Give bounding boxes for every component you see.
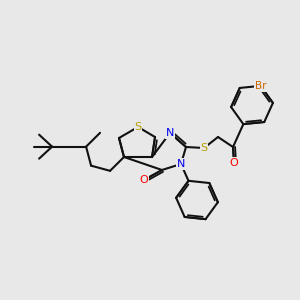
Text: O: O	[230, 158, 238, 168]
Text: Br: Br	[255, 81, 266, 91]
Text: N: N	[166, 128, 174, 138]
Text: S: S	[200, 143, 208, 153]
Text: O: O	[140, 175, 148, 185]
Text: N: N	[177, 159, 185, 169]
Text: S: S	[134, 122, 142, 132]
